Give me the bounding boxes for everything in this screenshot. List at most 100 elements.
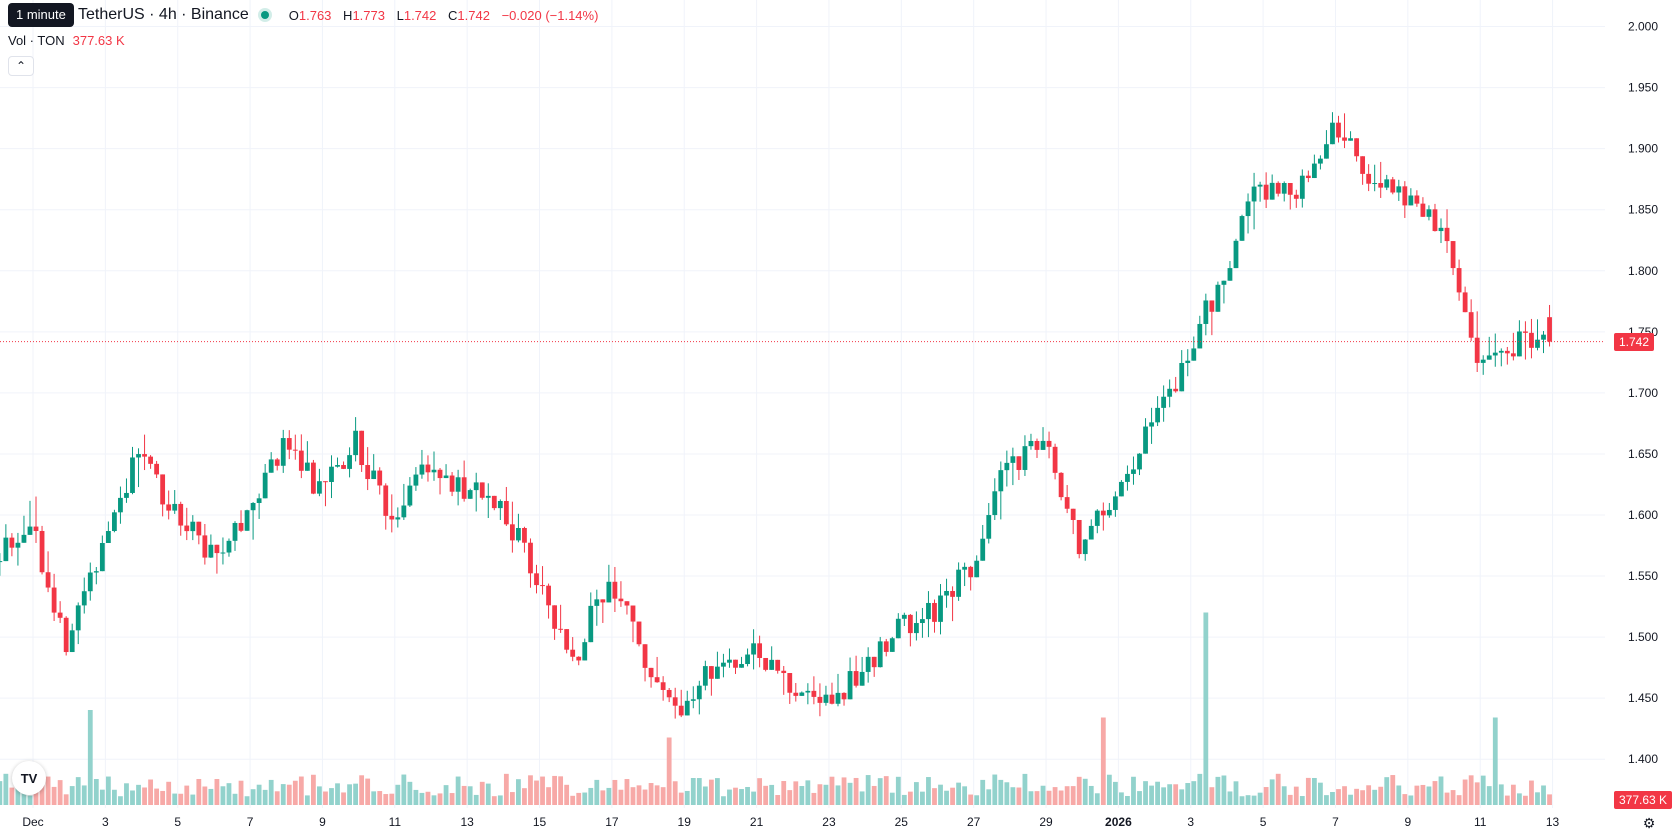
candle-body — [648, 667, 654, 678]
candle — [455, 469, 461, 506]
candle — [1010, 447, 1016, 486]
candle — [1112, 491, 1118, 517]
candle-body — [15, 542, 21, 548]
time-tick-label: 5 — [174, 815, 181, 829]
price-scale[interactable]: 2.0001.9501.9001.8501.8001.7501.7001.650… — [1628, 20, 1658, 767]
candle — [268, 452, 274, 473]
collapse-legend-button[interactable]: ⌃ — [8, 56, 34, 76]
candle — [1245, 193, 1251, 234]
volume-bar — [130, 790, 135, 805]
volume-bar — [1541, 785, 1546, 805]
volume-bar — [1070, 786, 1076, 805]
candle — [124, 478, 129, 503]
volume-bar — [901, 794, 907, 805]
candle — [636, 621, 642, 647]
volume-bar — [148, 779, 153, 805]
candle — [853, 655, 859, 688]
candle-body — [130, 457, 135, 493]
candle — [154, 460, 160, 479]
candle-body — [624, 601, 630, 606]
volume-bar — [721, 796, 726, 805]
volume-bar — [57, 780, 63, 805]
candle — [793, 683, 799, 702]
volume-bar — [1215, 776, 1221, 805]
volume-bar — [1330, 791, 1335, 805]
candle-body — [950, 590, 955, 597]
gear-icon[interactable]: ⚙ — [1642, 815, 1656, 831]
volume-bar — [745, 786, 750, 805]
volume-bar — [1076, 776, 1082, 805]
tradingview-logo-icon[interactable]: TV — [12, 761, 46, 795]
candle — [630, 605, 636, 643]
open-value: 1.763 — [298, 7, 332, 23]
volume-bar — [690, 778, 696, 805]
candle-body — [268, 459, 274, 473]
candle — [835, 673, 841, 707]
candle — [1541, 330, 1546, 354]
candle — [0, 553, 3, 576]
candle-body — [865, 656, 871, 672]
candle — [166, 490, 172, 520]
symbol-title[interactable]: TetherUS · 4h · Binance — [78, 6, 249, 23]
candle — [1293, 189, 1299, 208]
candle-body — [877, 641, 883, 668]
candle — [552, 605, 557, 640]
volume-bar — [1028, 791, 1034, 805]
volume-bar — [1197, 773, 1203, 805]
volume-label[interactable]: Vol · TON — [8, 33, 65, 48]
candle — [1052, 443, 1058, 480]
candle-body — [739, 664, 744, 668]
volume-bar — [196, 778, 202, 805]
candle-body — [823, 694, 829, 703]
candle — [1197, 315, 1203, 349]
candle-body — [1498, 350, 1504, 353]
candle — [1137, 453, 1142, 476]
candle-body — [184, 525, 190, 532]
volume-bar — [1504, 795, 1510, 805]
candle — [1384, 174, 1390, 191]
candle-body — [256, 498, 262, 503]
time-tick-label: Dec — [22, 815, 43, 829]
candle-body — [1408, 195, 1414, 206]
volume-bar — [407, 781, 413, 805]
candle-body — [1233, 240, 1239, 269]
volume-bar — [733, 787, 738, 805]
candle — [1486, 336, 1492, 360]
volume-bar — [1348, 794, 1353, 805]
candle-body — [932, 602, 937, 622]
volume-bar — [497, 795, 503, 805]
candle-body — [1324, 144, 1329, 159]
candle-body — [1293, 194, 1299, 199]
candle-body — [160, 474, 166, 505]
candle-body — [570, 649, 576, 657]
candle — [3, 524, 9, 562]
candle-body — [425, 464, 431, 473]
candle-body — [889, 638, 895, 652]
candle-body — [1046, 440, 1052, 447]
candle — [1523, 321, 1528, 360]
candle-body — [419, 464, 425, 475]
candle-body — [1257, 184, 1263, 187]
candle — [1330, 112, 1335, 145]
candle — [1215, 281, 1221, 312]
volume-bar — [449, 793, 455, 805]
candle — [1070, 508, 1076, 535]
volume-bar — [793, 781, 799, 805]
time-axis[interactable]: Dec 3 5 7 9 11 13 15 17 19 21 23 25 27 29 2026 3 5 7 9 11 13 — [22, 815, 1559, 829]
volume-bar — [244, 796, 250, 805]
candle — [823, 685, 829, 706]
grid-lines — [0, 0, 1605, 808]
candle-body — [479, 482, 485, 498]
volume-bar — [1173, 784, 1179, 805]
volume-bar — [335, 783, 340, 805]
volume-bar — [823, 784, 829, 805]
candle — [304, 441, 310, 471]
volume-bar — [479, 781, 485, 805]
volume-bar — [1239, 796, 1245, 805]
candle-body — [262, 472, 268, 499]
volume-bar — [1474, 782, 1480, 805]
candle-body — [329, 466, 334, 483]
candle-body — [1149, 422, 1154, 427]
candle-body — [986, 515, 992, 539]
